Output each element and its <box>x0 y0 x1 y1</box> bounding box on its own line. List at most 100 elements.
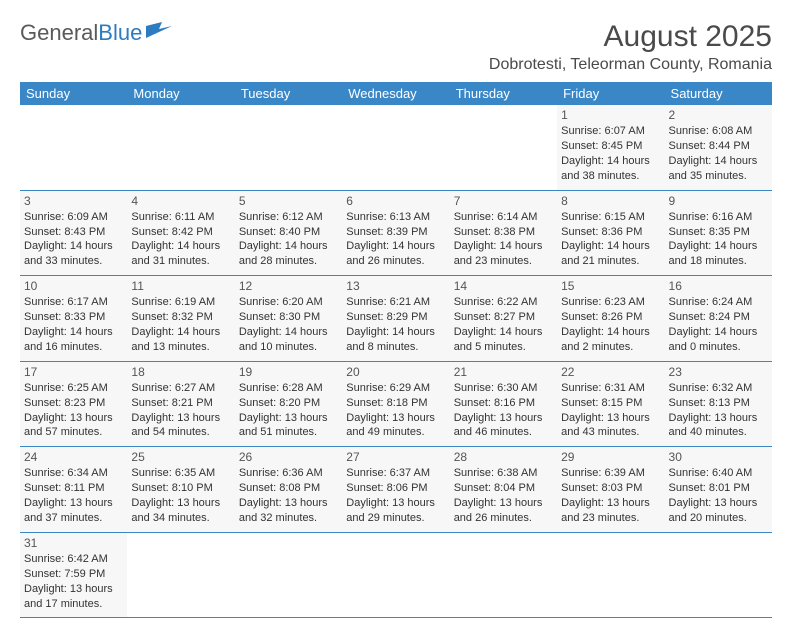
day-info-line: Sunset: 8:10 PM <box>131 481 230 496</box>
day-info-line: and 51 minutes. <box>239 425 338 440</box>
calendar-day: 31Sunrise: 6:42 AMSunset: 7:59 PMDayligh… <box>20 532 127 618</box>
day-number: 13 <box>346 278 445 294</box>
day-info-line: Sunrise: 6:28 AM <box>239 381 338 396</box>
calendar-day: 23Sunrise: 6:32 AMSunset: 8:13 PMDayligh… <box>665 361 772 447</box>
day-info-line: Sunrise: 6:22 AM <box>454 295 553 310</box>
day-header: Wednesday <box>342 82 449 105</box>
day-info-line: and 32 minutes. <box>239 511 338 526</box>
calendar-day-empty <box>342 532 449 618</box>
day-number: 20 <box>346 364 445 380</box>
day-info-line: Daylight: 14 hours <box>669 239 768 254</box>
day-info-line: Daylight: 13 hours <box>454 496 553 511</box>
day-info-line: Daylight: 13 hours <box>346 496 445 511</box>
day-info-line: Sunset: 8:43 PM <box>24 225 123 240</box>
calendar-day: 27Sunrise: 6:37 AMSunset: 8:06 PMDayligh… <box>342 447 449 533</box>
day-number: 10 <box>24 278 123 294</box>
calendar-day: 19Sunrise: 6:28 AMSunset: 8:20 PMDayligh… <box>235 361 342 447</box>
calendar-day: 13Sunrise: 6:21 AMSunset: 8:29 PMDayligh… <box>342 276 449 362</box>
day-info-line: Daylight: 14 hours <box>561 154 660 169</box>
calendar-day: 26Sunrise: 6:36 AMSunset: 8:08 PMDayligh… <box>235 447 342 533</box>
calendar-week-row: 3Sunrise: 6:09 AMSunset: 8:43 PMDaylight… <box>20 190 772 276</box>
day-info-line: Sunrise: 6:27 AM <box>131 381 230 396</box>
calendar-day-empty <box>342 105 449 190</box>
day-number: 5 <box>239 193 338 209</box>
day-info-line: and 40 minutes. <box>669 425 768 440</box>
logo-flag-icon <box>146 20 172 46</box>
day-info-line: and 10 minutes. <box>239 340 338 355</box>
day-info-line: and 23 minutes. <box>561 511 660 526</box>
day-info-line: Sunrise: 6:30 AM <box>454 381 553 396</box>
day-info-line: Sunset: 8:29 PM <box>346 310 445 325</box>
day-number: 16 <box>669 278 768 294</box>
day-info-line: Sunrise: 6:32 AM <box>669 381 768 396</box>
calendar-day: 11Sunrise: 6:19 AMSunset: 8:32 PMDayligh… <box>127 276 234 362</box>
day-info-line: Sunrise: 6:34 AM <box>24 466 123 481</box>
day-info-line: Daylight: 14 hours <box>454 325 553 340</box>
calendar-day: 21Sunrise: 6:30 AMSunset: 8:16 PMDayligh… <box>450 361 557 447</box>
day-info-line: Sunrise: 6:16 AM <box>669 210 768 225</box>
day-number: 9 <box>669 193 768 209</box>
day-info-line: Sunset: 8:06 PM <box>346 481 445 496</box>
day-header: Monday <box>127 82 234 105</box>
day-info-line: Sunset: 8:45 PM <box>561 139 660 154</box>
calendar-day: 12Sunrise: 6:20 AMSunset: 8:30 PMDayligh… <box>235 276 342 362</box>
day-info-line: Sunset: 8:13 PM <box>669 396 768 411</box>
logo-text-2: Blue <box>98 20 142 46</box>
day-info-line: Daylight: 13 hours <box>346 411 445 426</box>
calendar-day-empty <box>235 105 342 190</box>
day-info-line: Sunrise: 6:15 AM <box>561 210 660 225</box>
calendar-week-row: 24Sunrise: 6:34 AMSunset: 8:11 PMDayligh… <box>20 447 772 533</box>
day-info-line: and 38 minutes. <box>561 169 660 184</box>
logo-text-1: General <box>20 20 98 46</box>
day-info-line: Sunrise: 6:24 AM <box>669 295 768 310</box>
day-number: 31 <box>24 535 123 551</box>
calendar-day: 5Sunrise: 6:12 AMSunset: 8:40 PMDaylight… <box>235 190 342 276</box>
header: GeneralBlue August 2025 Dobrotesti, Tele… <box>20 20 772 74</box>
calendar-day: 30Sunrise: 6:40 AMSunset: 8:01 PMDayligh… <box>665 447 772 533</box>
day-info-line: Daylight: 13 hours <box>239 411 338 426</box>
calendar-day: 24Sunrise: 6:34 AMSunset: 8:11 PMDayligh… <box>20 447 127 533</box>
day-info-line: and 18 minutes. <box>669 254 768 269</box>
day-number: 25 <box>131 449 230 465</box>
day-info-line: Daylight: 14 hours <box>346 325 445 340</box>
day-info-line: Sunset: 8:08 PM <box>239 481 338 496</box>
day-info-line: Daylight: 14 hours <box>561 239 660 254</box>
day-info-line: and 28 minutes. <box>239 254 338 269</box>
calendar-day: 4Sunrise: 6:11 AMSunset: 8:42 PMDaylight… <box>127 190 234 276</box>
day-info-line: Sunrise: 6:11 AM <box>131 210 230 225</box>
day-info-line: Sunrise: 6:20 AM <box>239 295 338 310</box>
calendar-day: 20Sunrise: 6:29 AMSunset: 8:18 PMDayligh… <box>342 361 449 447</box>
day-info-line: Daylight: 13 hours <box>239 496 338 511</box>
day-info-line: Sunset: 8:11 PM <box>24 481 123 496</box>
day-info-line: Daylight: 13 hours <box>24 411 123 426</box>
day-number: 26 <box>239 449 338 465</box>
day-info-line: Sunset: 8:20 PM <box>239 396 338 411</box>
day-info-line: Sunset: 8:39 PM <box>346 225 445 240</box>
day-info-line: and 26 minutes. <box>454 511 553 526</box>
day-info-line: Sunrise: 6:31 AM <box>561 381 660 396</box>
day-info-line: and 49 minutes. <box>346 425 445 440</box>
calendar-table: SundayMondayTuesdayWednesdayThursdayFrid… <box>20 82 772 618</box>
day-info-line: Sunrise: 6:12 AM <box>239 210 338 225</box>
calendar-day-empty <box>450 105 557 190</box>
calendar-week-row: 1Sunrise: 6:07 AMSunset: 8:45 PMDaylight… <box>20 105 772 190</box>
day-info-line: Sunrise: 6:14 AM <box>454 210 553 225</box>
day-header: Thursday <box>450 82 557 105</box>
day-info-line: Sunrise: 6:08 AM <box>669 124 768 139</box>
calendar-day-empty <box>557 532 664 618</box>
day-info-line: Sunrise: 6:13 AM <box>346 210 445 225</box>
day-info-line: Daylight: 13 hours <box>131 411 230 426</box>
calendar-day-empty <box>450 532 557 618</box>
day-info-line: and 2 minutes. <box>561 340 660 355</box>
day-info-line: and 34 minutes. <box>131 511 230 526</box>
calendar-day: 22Sunrise: 6:31 AMSunset: 8:15 PMDayligh… <box>557 361 664 447</box>
calendar-day: 3Sunrise: 6:09 AMSunset: 8:43 PMDaylight… <box>20 190 127 276</box>
day-info-line: and 8 minutes. <box>346 340 445 355</box>
day-info-line: Daylight: 14 hours <box>669 325 768 340</box>
day-header: Friday <box>557 82 664 105</box>
day-info-line: and 31 minutes. <box>131 254 230 269</box>
day-info-line: Sunrise: 6:23 AM <box>561 295 660 310</box>
day-info-line: and 54 minutes. <box>131 425 230 440</box>
day-header-row: SundayMondayTuesdayWednesdayThursdayFrid… <box>20 82 772 105</box>
day-info-line: Daylight: 13 hours <box>561 411 660 426</box>
